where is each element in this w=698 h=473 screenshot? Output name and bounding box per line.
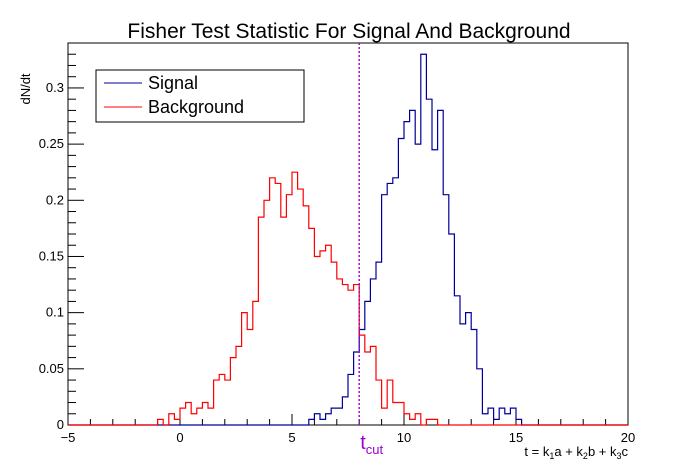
cut-layer: tcut (358, 43, 383, 457)
chart-title: Fisher Test Statistic For Signal And Bac… (127, 20, 570, 43)
x-tick-label: 5 (288, 430, 295, 445)
x-tick-label: 15 (509, 430, 523, 445)
y-tick-label: 0.3 (46, 80, 64, 95)
x-tick-label: 0 (176, 430, 183, 445)
legend-box (95, 69, 305, 123)
x-axis-label-sub: 3 (616, 451, 621, 461)
x-tick-label: 20 (621, 430, 635, 445)
x-axis-label-part: b + k (588, 444, 617, 459)
y-tick-label: 0.15 (39, 248, 64, 263)
x-tick-label: −5 (61, 430, 76, 445)
y-tick-label: 0 (57, 417, 64, 432)
y-axis-label: dN/dt (18, 73, 33, 104)
x-axis-label-part: t = k (524, 444, 549, 459)
x-axis-label-part: a + k (554, 444, 583, 459)
x-axis-label: t = k1a + k2b + k3c (524, 444, 628, 461)
y-tick-label: 0.25 (39, 136, 64, 151)
y-tick-label: 0.05 (39, 361, 64, 376)
x-tick-label: 10 (397, 430, 411, 445)
x-axis-label-part: c (622, 444, 629, 459)
x-axis: −5 0 5 10 15 20 (61, 414, 635, 445)
legend-label-signal: Signal (148, 73, 198, 93)
histogram-background (68, 171, 628, 426)
y-tick-label: 0.2 (46, 192, 64, 207)
legend-label-background: Background (148, 97, 244, 117)
legend: Signal Background (95, 69, 305, 123)
x-axis-label-sub: 2 (583, 451, 588, 461)
x-axis-label-sub: 1 (549, 451, 554, 461)
series-layer (68, 53, 628, 426)
cut-label: tcut (360, 432, 383, 457)
y-tick-label: 0.1 (46, 305, 64, 320)
y-axis: 0 0.05 0.1 0.15 0.2 0.25 0.3 (39, 42, 84, 432)
histogram-signal (68, 53, 628, 426)
